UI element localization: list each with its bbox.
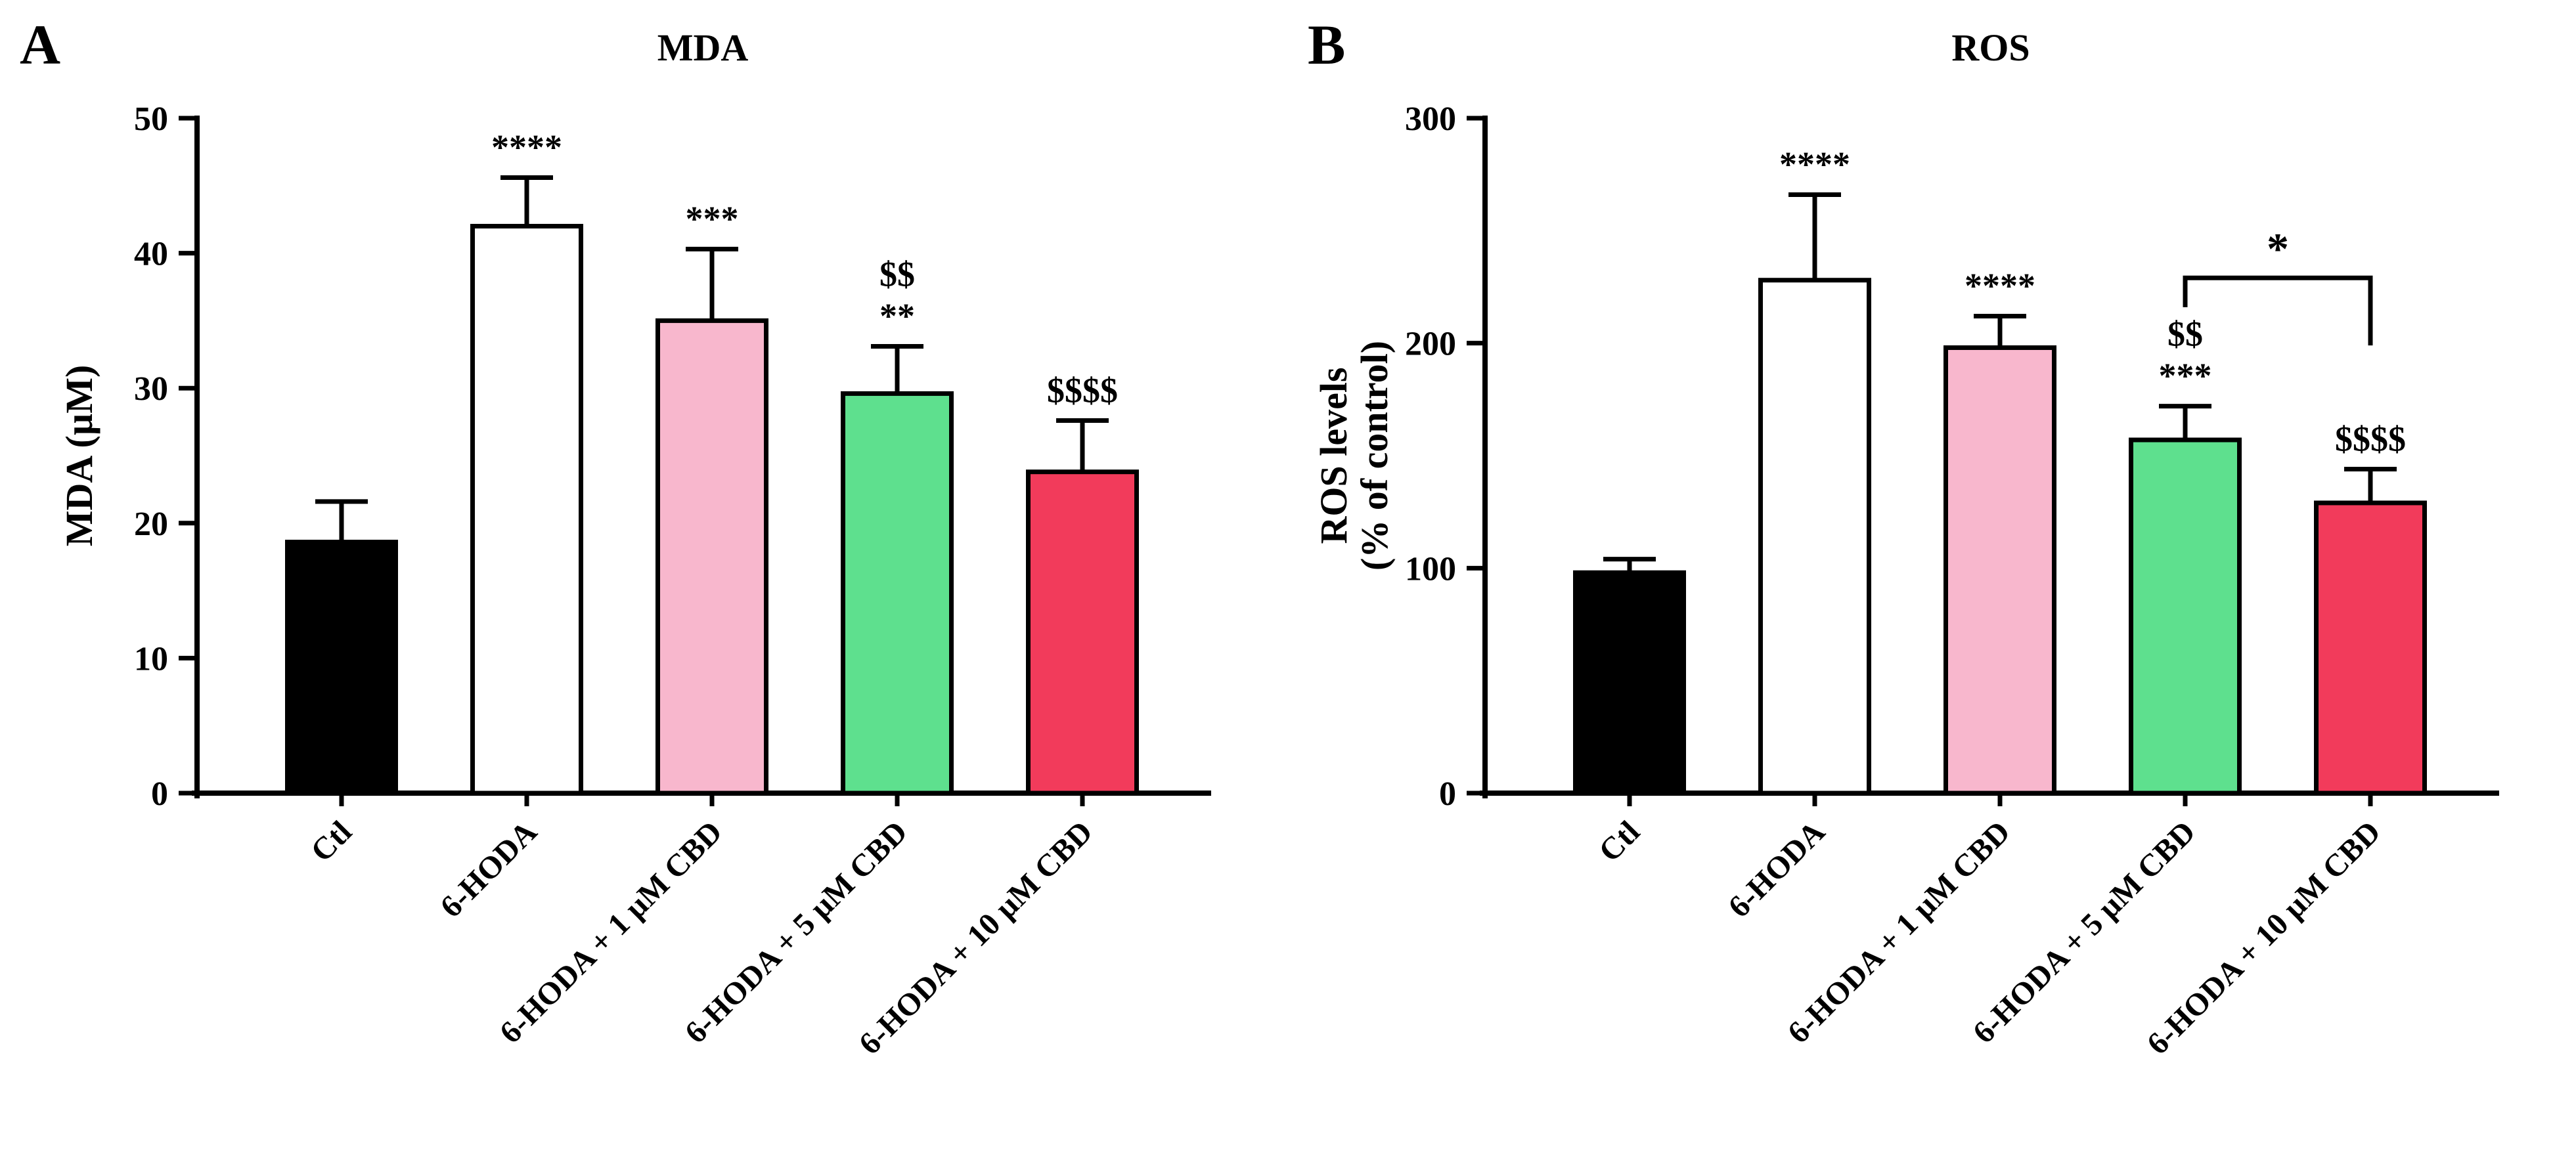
significance-annotation: **** (1779, 145, 1850, 184)
y-tick-label: 10 (134, 640, 168, 678)
significance-annotation: **** (1965, 267, 2035, 306)
x-category-label: Ctl (1592, 814, 1647, 869)
y-tick-label: 40 (134, 236, 168, 273)
bar-Ctl (1573, 570, 1686, 796)
bar-6-HODA + 1 µM CBD (1943, 345, 2056, 796)
x-category-label: 6-HODA (433, 814, 544, 924)
panel-b: B ROS ROS levels(% of control) 0 100 200 300 C… (1288, 0, 2576, 1170)
y-tick-label: 300 (1405, 100, 1456, 138)
chart-title: MDA (657, 26, 749, 69)
bar-6-HODA (1758, 278, 1871, 796)
significance-annotation: $$$$ (1047, 371, 1118, 410)
bar-6-HODA + 10 µM CBD (1026, 469, 1139, 796)
panel-b-label: B (1308, 13, 1346, 76)
chart-title: ROS (1951, 26, 2030, 69)
significance-annotation: $$$$ (2335, 420, 2406, 459)
bar-6-HODA + 10 µM CBD (2314, 500, 2427, 796)
significance-bracket-label: * (2267, 223, 2289, 273)
x-category-label: Ctl (304, 814, 359, 869)
panel-a: A MDA MDA (µM) 0 10 20 30 40 50 Ctl **** 6-HODA ***… (20, 13, 1211, 1061)
significance-bracket (2183, 275, 2373, 346)
x-category-label: 6-HODA (1721, 814, 1832, 924)
bar-6-HODA (470, 223, 583, 796)
y-axis-label: MDA (µM) (58, 365, 100, 547)
bar-6-HODA + 5 µM CBD (841, 391, 954, 796)
y-tick-label: 200 (1405, 326, 1456, 363)
y-tick-label: 20 (134, 506, 168, 543)
y-tick-label: 100 (1405, 550, 1456, 588)
bar-6-HODA + 1 µM CBD (655, 318, 768, 796)
panel-a-label: A (20, 13, 61, 76)
significance-annotation: *** (686, 199, 739, 238)
y-tick-label: 0 (1439, 775, 1456, 813)
bar-6-HODA + 5 µM CBD (2129, 437, 2242, 796)
y-tick-label: 50 (134, 100, 168, 138)
y-tick-label: 30 (134, 370, 168, 408)
significance-annotation: *** (2159, 357, 2212, 396)
y-axis-label: ROS levels(% of control) (1312, 341, 1396, 571)
bar-Ctl (285, 540, 398, 796)
y-tick-label: 0 (151, 775, 168, 813)
significance-annotation: $$ (2167, 314, 2203, 354)
ros-bar-chart: ROS ROS levels(% of control) 0 100 200 300 Ctl… (1312, 26, 2499, 1061)
significance-annotation: **** (491, 127, 562, 167)
significance-annotation: $$ (879, 254, 915, 293)
significance-annotation: ** (879, 296, 915, 336)
